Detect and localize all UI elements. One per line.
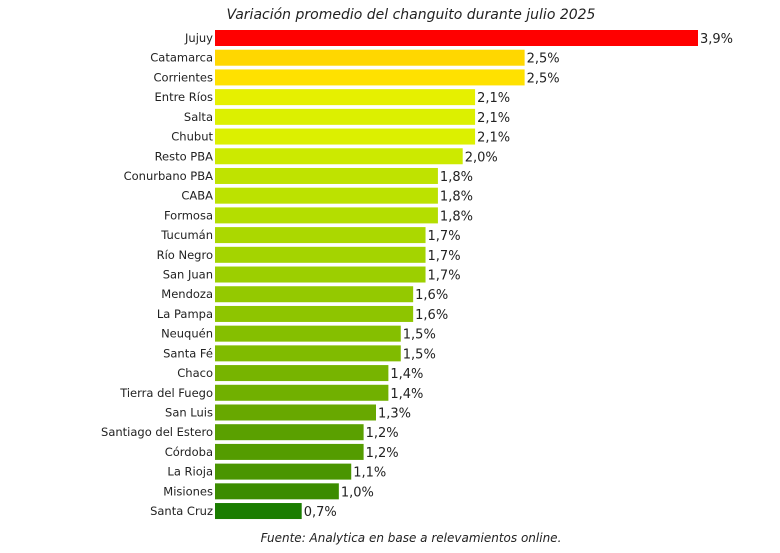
bar [215, 404, 376, 421]
category-label: Resto PBA [155, 149, 214, 163]
category-label: San Luis [165, 405, 213, 419]
bar [215, 30, 698, 46]
category-label: Entre Ríos [155, 90, 213, 104]
value-label: 2,1% [477, 91, 510, 106]
category-label: Salta [184, 110, 213, 124]
value-label: 2,5% [527, 71, 560, 86]
value-label: 2,0% [465, 150, 498, 165]
category-label: Mendoza [161, 287, 213, 301]
value-label: 1,7% [428, 249, 461, 264]
bar [215, 167, 438, 184]
bar [215, 345, 401, 362]
category-label: Santiago del Estero [101, 425, 213, 439]
bar [215, 503, 302, 520]
category-label: Tucumán [160, 228, 213, 242]
value-label: 1,6% [415, 288, 448, 303]
category-label: La Pampa [157, 307, 213, 321]
category-label: Santa Fé [163, 346, 213, 360]
category-label: Santa Cruz [150, 504, 213, 518]
bar [215, 266, 426, 283]
category-label: Misiones [163, 484, 213, 498]
category-label: Neuquén [161, 327, 213, 341]
category-label: San Juan [163, 268, 213, 282]
value-label: 1,7% [428, 269, 461, 284]
value-label: 1,2% [366, 446, 399, 461]
bar [215, 483, 339, 500]
category-label: La Rioja [167, 465, 213, 479]
value-label: 1,6% [415, 308, 448, 323]
bar [215, 463, 352, 480]
bar [215, 443, 364, 460]
value-label: 1,2% [366, 426, 399, 441]
category-label: Chaco [177, 366, 213, 380]
value-label: 1,3% [378, 406, 411, 421]
value-label: 1,7% [428, 229, 461, 244]
bar [215, 286, 414, 303]
value-label: 1,5% [403, 347, 436, 362]
category-label: Formosa [164, 208, 213, 222]
bar [215, 384, 389, 401]
bar [215, 187, 438, 204]
bar [215, 424, 364, 441]
bar [215, 365, 389, 382]
value-label: 1,8% [440, 190, 473, 205]
bar [215, 49, 525, 66]
bar [215, 128, 476, 145]
bar [215, 227, 426, 244]
bar [215, 148, 463, 165]
bar [215, 108, 476, 125]
value-label: 1,0% [341, 485, 374, 500]
value-label: 1,8% [440, 170, 473, 185]
value-label: 2,1% [477, 131, 510, 146]
bar [215, 89, 476, 106]
value-label: 2,1% [477, 111, 510, 126]
value-label: 3,9% [700, 32, 733, 47]
category-label: CABA [181, 189, 213, 203]
bar [215, 207, 438, 224]
bar [215, 246, 426, 263]
category-label: Conurbano PBA [124, 169, 214, 183]
category-label: Jujuy [184, 31, 213, 45]
category-label: Córdoba [165, 445, 213, 459]
value-label: 1,4% [390, 367, 423, 382]
category-label: Río Negro [157, 248, 213, 262]
chart-source: Fuente: Analytica en base a relevamiento… [261, 531, 562, 545]
value-label: 1,4% [390, 387, 423, 402]
bars-group: Jujuy 3,9% Catamarca 2,5% Corrientes 2,5% Entr… [101, 30, 733, 520]
bar [215, 305, 414, 322]
category-label: Catamarca [150, 51, 213, 65]
value-label: 1,8% [440, 209, 473, 224]
category-label: Corrientes [154, 70, 213, 84]
value-label: 0,7% [304, 505, 337, 520]
bar [215, 69, 525, 86]
category-label: Tierra del Fuego [119, 386, 213, 400]
value-label: 1,5% [403, 328, 436, 343]
category-label: Chubut [171, 130, 213, 144]
bar [215, 325, 401, 342]
chart-title: Variación promedio del changuito durante… [227, 7, 596, 23]
value-label: 1,1% [353, 466, 386, 481]
value-label: 2,5% [527, 52, 560, 67]
